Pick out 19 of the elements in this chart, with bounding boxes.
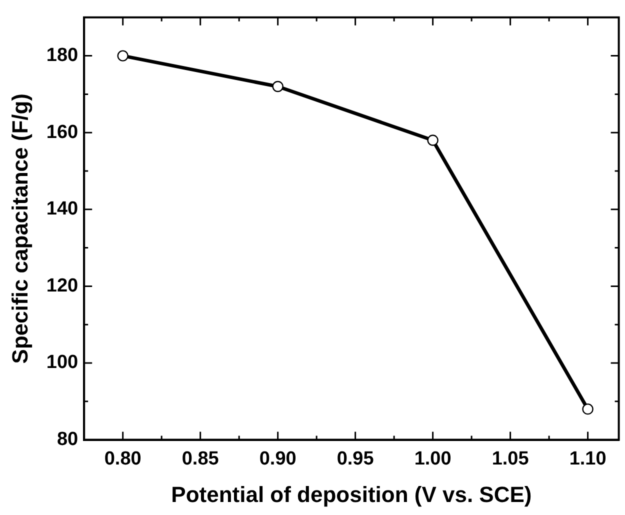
point — [427, 134, 438, 146]
y-tick-label: 80 — [56, 429, 78, 450]
point — [582, 403, 594, 415]
y-tick-label: 180 — [46, 45, 78, 66]
x-axis-title: Potential of deposition (V vs. SCE) — [171, 482, 532, 507]
x-tick-label: 0.90 — [259, 448, 296, 470]
y-tick-label: 140 — [46, 198, 78, 220]
x-tick-label: 1.00 — [414, 448, 452, 470]
point — [272, 80, 284, 92]
y-tick-label: 160 — [46, 122, 78, 143]
point — [117, 50, 128, 62]
y-tick-label: 120 — [46, 275, 78, 296]
y-tick-label: 100 — [46, 352, 78, 374]
x-tick-label: 1.05 — [492, 448, 530, 470]
x-tick-label: 0.80 — [104, 448, 142, 470]
x-tick-label: 1.10 — [569, 448, 606, 470]
x-tick-label: 0.85 — [182, 448, 220, 470]
y-axis-title: Specific capacitance (F/g) — [7, 94, 32, 364]
x-tick-label: 0.95 — [336, 448, 374, 470]
